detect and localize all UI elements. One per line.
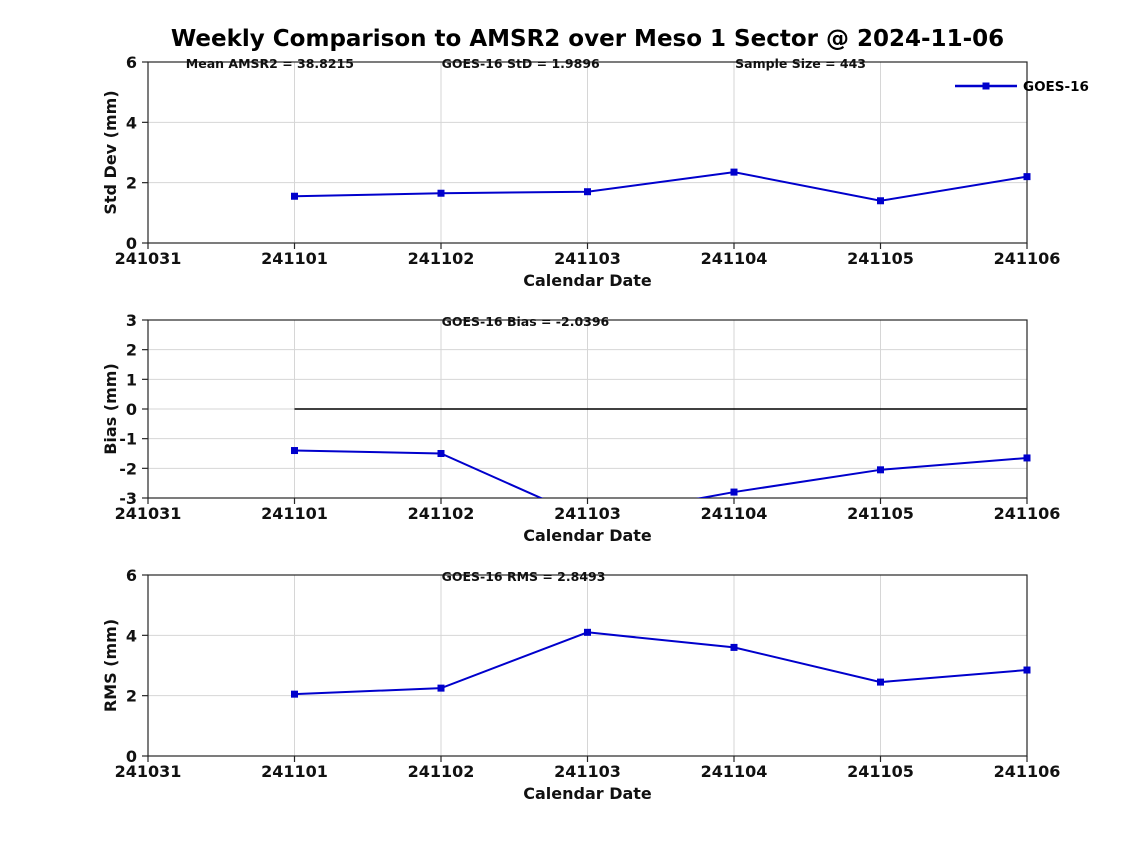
chart-title: Weekly Comparison to AMSR2 over Meso 1 S… <box>170 26 1005 52</box>
x-tick-label: 241102 <box>408 249 475 268</box>
y-tick-label: -3 <box>119 489 137 508</box>
x-tick-label: 241106 <box>994 249 1061 268</box>
data-point <box>877 678 884 686</box>
x-tick-label: 241031 <box>115 504 182 523</box>
y-tick-label: -1 <box>119 430 137 449</box>
y-tick-label: 0 <box>126 234 137 253</box>
data-point <box>437 450 445 457</box>
y-axis-label: Bias (mm) <box>101 363 120 455</box>
x-tick-label: 241102 <box>408 762 475 781</box>
x-tick-label: 241105 <box>847 249 914 268</box>
data-line <box>294 631 1027 696</box>
y-tick-label: 6 <box>126 53 137 72</box>
data-point <box>291 192 298 200</box>
ticks: 241031 241101 241102 241103 241104 241105 2411… <box>115 566 1061 781</box>
data-point <box>877 197 884 205</box>
x-tick-label: 241104 <box>701 762 768 781</box>
x-tick-label: 241105 <box>847 762 914 781</box>
ticks: 241031 241101 241102 241103 241104 241105 2411… <box>115 53 1061 268</box>
x-axis-label: Calendar Date <box>523 526 652 545</box>
legend-marker <box>982 82 990 90</box>
subplot-std-dev-panel: 241031 241101 241102 241103 241104 241105 2411… <box>101 53 1089 290</box>
legend-label: GOES-16 <box>1023 79 1089 95</box>
ticks: 241031 241101 241102 241103 241104 241105 2411… <box>115 311 1061 523</box>
y-tick-label: 0 <box>126 400 137 419</box>
data-point <box>1023 173 1031 181</box>
annotation: GOES-16 RMS = 2.8493 <box>442 569 606 584</box>
x-tick-label: 241031 <box>115 249 182 268</box>
annotation: GOES-16 StD = 1.9896 <box>442 56 600 71</box>
x-tick-label: 241103 <box>554 504 621 523</box>
subplot-rms-panel: 241031 241101 241102 241103 241104 241105 2411… <box>101 566 1060 803</box>
x-tick-label: 241103 <box>554 249 621 268</box>
x-tick-label: 241106 <box>994 762 1061 781</box>
x-tick-label: 241105 <box>847 504 914 523</box>
gridlines <box>147 575 1028 756</box>
y-tick-label: 2 <box>126 687 137 706</box>
data-point <box>1023 454 1031 462</box>
y-tick-label: 4 <box>126 626 137 645</box>
y-tick-label: 2 <box>126 341 137 360</box>
x-tick-label: 241104 <box>701 504 768 523</box>
annotation: Sample Size = 443 <box>735 56 866 71</box>
x-tick-label: 241101 <box>261 762 328 781</box>
data-point <box>730 643 738 651</box>
data-point <box>437 189 445 197</box>
y-axis-label: Std Dev (mm) <box>101 90 120 214</box>
x-axis-label: Calendar Date <box>523 271 652 290</box>
data-point <box>877 466 884 474</box>
annotation: Mean AMSR2 = 38.8215 <box>186 56 354 71</box>
data-point <box>1023 666 1031 674</box>
x-tick-label: 241101 <box>261 504 328 523</box>
x-tick-label: 241103 <box>554 762 621 781</box>
x-tick-label: 241106 <box>994 504 1061 523</box>
annotation: GOES-16 Bias = -2.0396 <box>442 314 610 329</box>
y-tick-label: 6 <box>126 566 137 585</box>
data-point <box>730 168 738 176</box>
gridlines <box>147 62 1028 243</box>
data-point <box>437 684 445 692</box>
data-line <box>294 449 1027 498</box>
y-tick-label: 0 <box>126 747 137 766</box>
y-tick-label: -2 <box>119 459 137 478</box>
subplot-bias-panel: 241031 241101 241102 241103 241104 241105 2411… <box>101 311 1060 545</box>
data-point <box>730 488 738 496</box>
y-tick-label: 4 <box>126 113 137 132</box>
y-axis-label: RMS (mm) <box>101 619 120 712</box>
x-tick-label: 241031 <box>115 762 182 781</box>
data-point <box>291 447 298 455</box>
y-tick-label: 3 <box>126 311 137 330</box>
legend: GOES-16 <box>955 79 1089 95</box>
x-tick-label: 241104 <box>701 249 768 268</box>
data-point <box>291 690 298 698</box>
x-axis-label: Calendar Date <box>523 784 652 803</box>
data-line <box>294 171 1027 202</box>
y-tick-label: 2 <box>126 174 137 193</box>
x-tick-label: 241101 <box>261 249 328 268</box>
data-point <box>584 628 591 636</box>
y-tick-label: 1 <box>126 370 137 389</box>
data-point <box>584 188 591 196</box>
x-tick-label: 241102 <box>408 504 475 523</box>
